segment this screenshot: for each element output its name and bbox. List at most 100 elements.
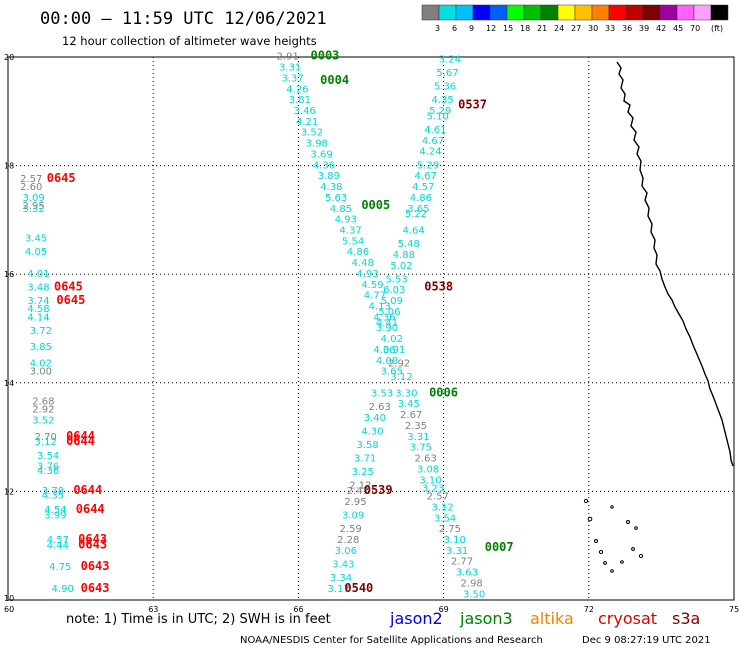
wave-height-value: 5.36 [434, 82, 456, 93]
wave-height-value: 4.37 [340, 225, 362, 236]
wave-height-value: 5.09 [381, 296, 403, 307]
wave-height-value: 4.59 [361, 280, 383, 291]
wave-height-value: 3.30 [395, 388, 417, 399]
wave-height-value: 2.57 [20, 174, 42, 185]
track-time-label: 0540 [344, 581, 373, 595]
track-time-label: 0644 [66, 434, 95, 448]
wave-height-value: 3.69 [311, 149, 333, 160]
wave-height-value: 2.92 [32, 405, 54, 416]
wave-height-value: 3.74 [27, 296, 49, 307]
wave-height-value: 2.35 [405, 421, 427, 432]
scale-swatch [438, 4, 457, 21]
page-subtitle: 12 hour collection of altimeter wave hei… [62, 34, 317, 48]
track-time-label: 0644 [66, 429, 95, 443]
island [587, 516, 593, 522]
wave-height-value: 3.00 [30, 367, 52, 378]
wave-height-value: 3.99 [44, 511, 66, 522]
wave-height-value: 4.26 [286, 84, 308, 95]
wave-height-value: 3.50 [463, 589, 485, 600]
satellite-legend-jason3: jason3 [459, 609, 513, 628]
wave-height-value: 3.10 [444, 535, 466, 546]
wave-height-value: 3.06 [335, 546, 357, 557]
wave-height-value: 4.58 [27, 304, 49, 315]
wave-height-value: 4.64 [402, 225, 424, 236]
track-time-label: 0643 [81, 559, 110, 573]
island [634, 526, 638, 530]
scale-label: 15 [503, 24, 513, 33]
wave-height-value: 3.25 [352, 467, 374, 478]
scale-swatch [523, 4, 542, 21]
wave-height-value: 3.53 [371, 388, 393, 399]
track-time-label: 0645 [56, 293, 85, 307]
wave-height-value: 2.75 [439, 524, 461, 535]
track-time-label: 0539 [364, 483, 393, 497]
wave-height-value: 3.65 [381, 367, 403, 378]
wave-height-value: 3.09 [23, 193, 45, 204]
wave-height-value: 2.63 [415, 454, 437, 465]
island [631, 547, 635, 551]
scale-swatch [642, 4, 661, 21]
wave-height-value: 3.17 [327, 584, 349, 595]
wave-height-value: 2.98 [461, 578, 483, 589]
wave-height-value: 4.35 [42, 490, 64, 501]
lat-tick-label: 12 [4, 487, 14, 496]
track-time-label: 0643 [78, 537, 107, 551]
wave-height-value: 3.54 [37, 451, 59, 462]
wave-height-value: 4.01 [27, 269, 49, 280]
wave-height-value: 4.75 [49, 562, 71, 573]
wave-height-value: 4.67 [422, 136, 444, 147]
lon-tick-label: 72 [584, 605, 594, 614]
wave-height-value: 3.37 [281, 73, 303, 84]
wave-height-value: 4.54 [44, 505, 66, 516]
wave-height-value: 3.78 [42, 486, 64, 497]
wave-height-value: 3.65 [407, 204, 429, 215]
wave-height-value: 3.71 [354, 454, 376, 465]
island [610, 505, 614, 509]
wave-height-value: 3.52 [301, 128, 323, 139]
lat-tick-label: 10 [4, 594, 14, 603]
scale-label: 9 [469, 24, 474, 33]
wave-height-value: 4.48 [352, 258, 374, 269]
scale-swatch [506, 4, 525, 21]
track-time-label: 0643 [78, 532, 107, 546]
wave-height-value: 3.81 [289, 95, 311, 106]
track-time-label: 0644 [73, 483, 102, 497]
wave-height-value: 5.48 [398, 239, 420, 250]
scale-swatch [693, 4, 712, 21]
scale-label: 12 [486, 24, 496, 33]
wave-height-value: 4.21 [296, 117, 318, 128]
scale-swatch [659, 4, 678, 21]
satellite-legend: jason2 jason3 altika cryosat s3a [389, 609, 700, 628]
scale-swatch [676, 4, 695, 21]
wave-height-value: 2.95 [23, 201, 45, 212]
wave-height-value: 3.23 [422, 483, 444, 494]
scale-swatch [540, 4, 559, 21]
island [598, 549, 604, 555]
wave-height-value: 4.36 [37, 466, 59, 477]
lat-tick-label: 18 [4, 162, 14, 171]
wave-height-value: 4.08 [376, 356, 398, 367]
wave-height-value: 4.77 [364, 291, 386, 302]
island [594, 539, 598, 543]
wave-height-value: 3.32 [23, 204, 45, 215]
wave-height-value: 4.86 [347, 247, 369, 258]
wave-height-value: 3.24 [439, 54, 461, 65]
track-time-label: 0644 [76, 502, 105, 516]
wave-height-value: 4.41 [376, 318, 398, 329]
scale-swatch [625, 4, 644, 21]
scale-swatch [557, 4, 576, 21]
scale-label: 6 [452, 24, 457, 33]
color-scale-legend: 3 6 9 12 15 18 21 24 27 30 33 36 39 42 45 70 (ft) [421, 4, 729, 33]
wave-height-value: 4.14 [27, 312, 49, 323]
wave-height-value: 5.29 [429, 106, 451, 117]
wave-height-value: 3.31 [446, 546, 468, 557]
wave-height-value: 5.02 [390, 261, 412, 272]
scale-label: 42 [656, 24, 666, 33]
wave-height-value: 2.92 [388, 359, 410, 370]
wave-height-value: 2.57 [427, 492, 449, 503]
scale-label: 33 [605, 24, 615, 33]
scale-label: 21 [537, 24, 547, 33]
wave-height-value: 3.12 [432, 502, 454, 513]
scale-swatch [421, 4, 440, 21]
axis-ticks: 60 63 66 69 72 75 10 12 14 16 18 20 [4, 53, 739, 614]
